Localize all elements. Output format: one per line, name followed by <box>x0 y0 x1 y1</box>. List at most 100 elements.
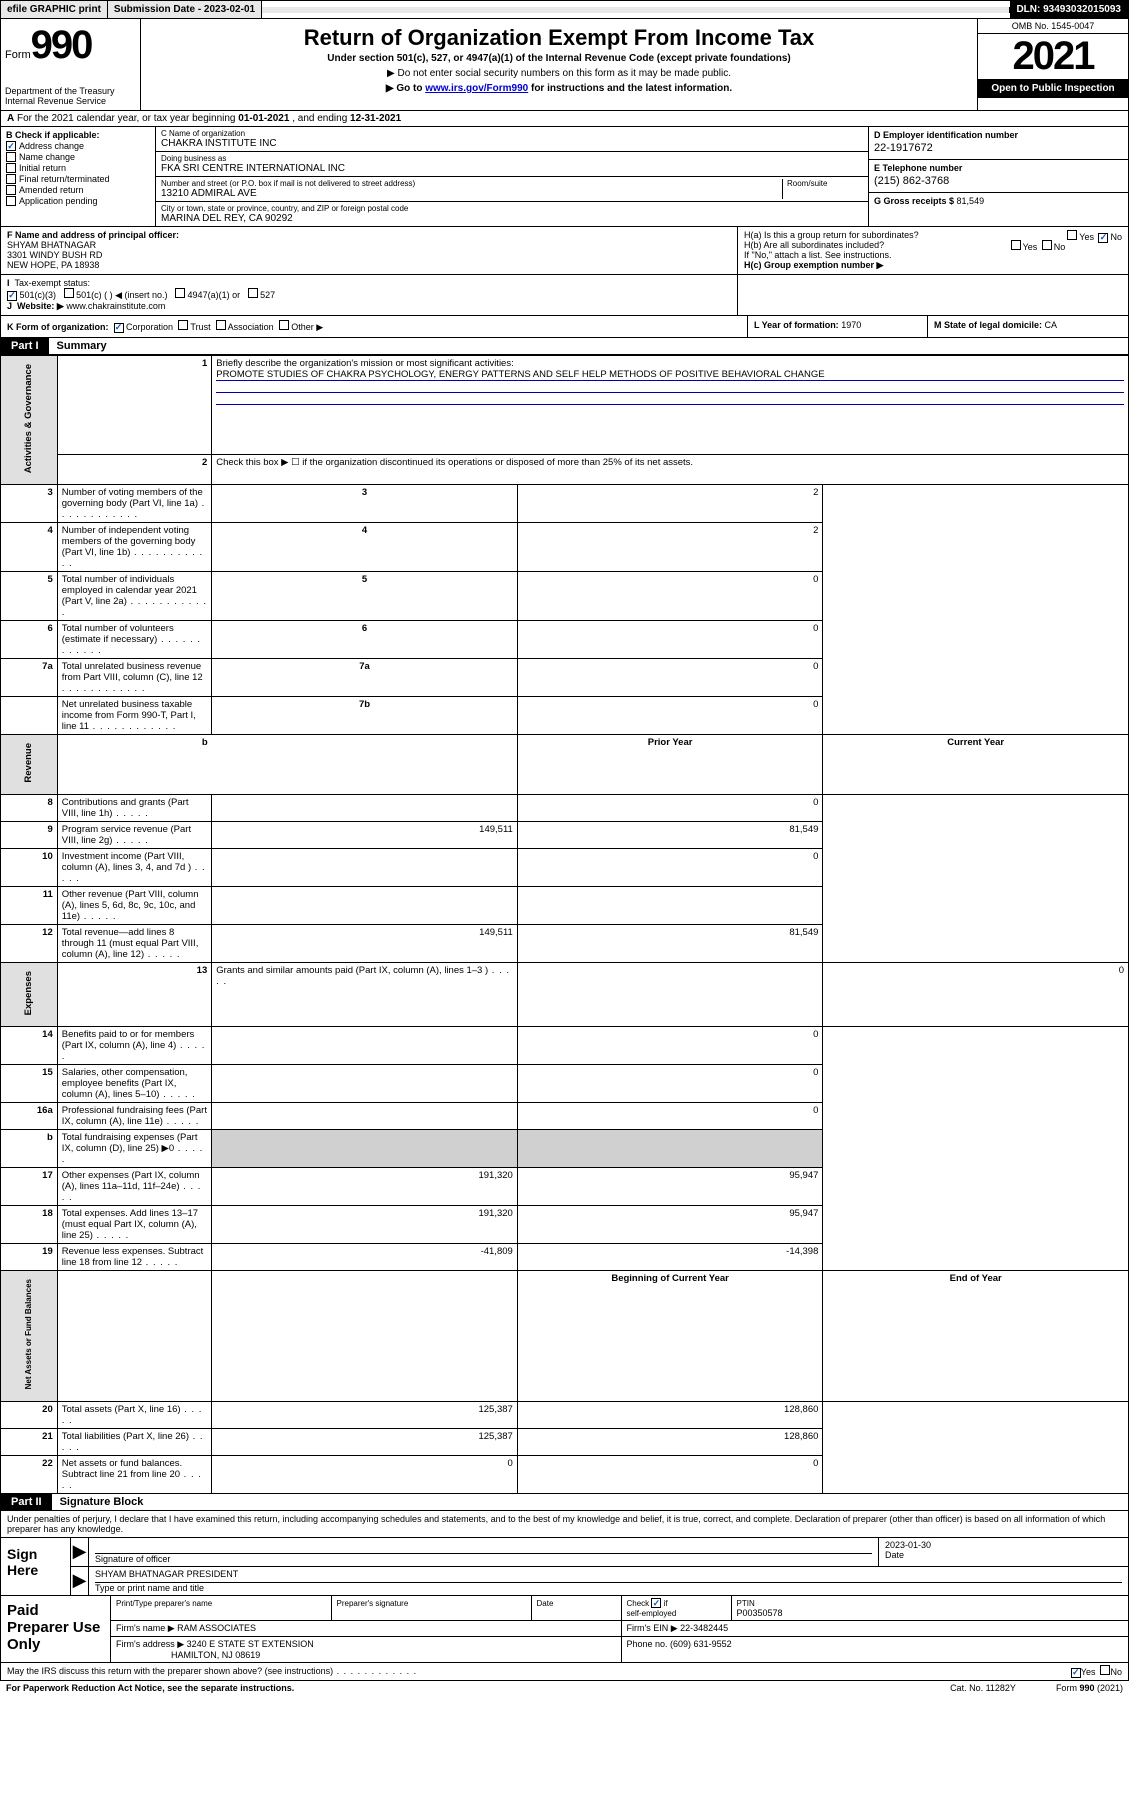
ha-no[interactable] <box>1098 233 1108 243</box>
colb-check-3[interactable] <box>6 174 16 184</box>
form-header: Form 990 Department of the Treasury Inte… <box>0 19 1129 111</box>
city-value: MARINA DEL REY, CA 90292 <box>161 213 863 224</box>
line-13-num: 13 <box>57 962 211 1026</box>
sig-arrow-2: ▶ <box>71 1567 89 1595</box>
side-revenue: Revenue <box>23 737 34 789</box>
discuss-yes[interactable] <box>1071 1668 1081 1678</box>
line-7b-val: 0 <box>517 697 823 735</box>
line-16a-curr: 0 <box>517 1103 823 1130</box>
line-14-curr: 0 <box>517 1027 823 1065</box>
hb-yes[interactable] <box>1011 240 1021 250</box>
line-7a-val: 0 <box>517 659 823 697</box>
phone-value: (215) 862-3768 <box>874 173 1123 189</box>
k-other[interactable] <box>279 320 289 330</box>
line-21-desc: Total liabilities (Part X, line 26) <box>57 1428 211 1455</box>
part-1-header: Part I Summary <box>0 338 1129 355</box>
k-corp[interactable] <box>114 323 124 333</box>
hc-label: H(c) Group exemption number ▶ <box>744 260 883 270</box>
section-bcd: B Check if applicable: Address changeNam… <box>0 127 1129 226</box>
row-k: K Form of organization: Corporation Trus… <box>1 316 748 337</box>
colb-check-1[interactable] <box>6 152 16 162</box>
hb-no[interactable] <box>1042 240 1052 250</box>
line-3-num: 3 <box>1 485 58 523</box>
org-name-label: C Name of organization <box>161 129 863 138</box>
colb-check-5[interactable] <box>6 196 16 206</box>
colb-check-4[interactable] <box>6 185 16 195</box>
line-4-key: 4 <box>212 523 518 572</box>
part-1-title: Summary <box>49 338 115 354</box>
header-right: OMB No. 1545-0047 2021 Open to Public In… <box>978 19 1128 110</box>
colb-item-0[interactable]: Address change <box>6 141 150 151</box>
line-9-prior: 149,511 <box>212 821 518 848</box>
line-16a-num: 16a <box>1 1103 58 1130</box>
row-i: I Tax-exempt status: 501(c)(3) 501(c) ( … <box>1 275 738 315</box>
line-4-num: 4 <box>1 523 58 572</box>
colb-item-1[interactable]: Name change <box>6 152 150 162</box>
header-mid: Return of Organization Exempt From Incom… <box>141 19 978 110</box>
row-ij-right <box>738 275 1128 315</box>
sign-here-label: Sign Here <box>1 1538 71 1595</box>
k-trust[interactable] <box>178 320 188 330</box>
line-11-curr <box>517 886 823 924</box>
spacer-desc <box>212 735 518 795</box>
line-13-desc: Grants and similar amounts paid (Part IX… <box>212 962 518 1026</box>
line-22-begin: 0 <box>212 1455 518 1493</box>
ha-yes[interactable] <box>1067 230 1077 240</box>
org-name: CHAKRA INSTITUTE INC <box>161 138 863 149</box>
ptin-lbl: PTIN <box>737 1599 755 1608</box>
instructions-link[interactable]: www.irs.gov/Form990 <box>425 83 528 94</box>
line-20-begin: 125,387 <box>212 1401 518 1428</box>
line-11-prior <box>212 886 518 924</box>
colb-item-3[interactable]: Final return/terminated <box>6 174 150 184</box>
sig-date-field: 2023-01-30 Date <box>878 1538 1128 1566</box>
colb-label-1: Name change <box>19 152 75 162</box>
line-2-num: 2 <box>57 454 211 484</box>
net-spacer-desc <box>212 1271 518 1401</box>
self-emp-check[interactable] <box>651 1598 661 1608</box>
colb-item-5[interactable]: Application pending <box>6 196 150 206</box>
sig-officer-field[interactable]: Signature of officer <box>89 1538 878 1566</box>
row-f: F Name and address of principal officer:… <box>1 227 738 274</box>
line-13-curr: 0 <box>823 962 1129 1026</box>
colb-check-2[interactable] <box>6 163 16 173</box>
colb-label-3: Final return/terminated <box>19 174 110 184</box>
blank <box>212 1130 518 1168</box>
firm-ein-cell: Firm's EIN ▶ 22-3482445 <box>621 1621 1128 1637</box>
row-a-period: A For the 2021 calendar year, or tax yea… <box>0 111 1129 127</box>
line-17-prior: 191,320 <box>212 1168 518 1206</box>
spacer-b: b <box>57 735 211 795</box>
prep-date-lbl: Date <box>537 1599 554 1608</box>
row-fh: F Name and address of principal officer:… <box>0 226 1129 274</box>
line-9-curr: 81,549 <box>517 821 823 848</box>
row-ij: I Tax-exempt status: 501(c)(3) 501(c) ( … <box>0 274 1129 315</box>
line-20-num: 20 <box>1 1401 58 1428</box>
discuss-no[interactable] <box>1100 1665 1110 1675</box>
k-assoc[interactable] <box>216 320 226 330</box>
line-22-desc: Net assets or fund balances. Subtract li… <box>57 1455 211 1493</box>
part-2-header: Part II Signature Block <box>0 1494 1129 1511</box>
i-501c3[interactable] <box>7 291 17 301</box>
line-3-desc: Number of voting members of the governin… <box>57 485 211 523</box>
colb-label-0: Address change <box>19 141 84 151</box>
i-4947[interactable] <box>175 288 185 298</box>
dba-label: Doing business as <box>161 154 863 163</box>
efile-button[interactable]: efile GRAPHIC print <box>1 1 108 18</box>
paid-preparer-label: Paid Preparer Use Only <box>1 1596 111 1663</box>
line-17-num: 17 <box>1 1168 58 1206</box>
line-19-num: 19 <box>1 1244 58 1271</box>
line-7a-desc: Total unrelated business revenue from Pa… <box>57 659 211 697</box>
line-1: Briefly describe the organization's miss… <box>212 356 1129 455</box>
i-527[interactable] <box>248 288 258 298</box>
topbar: efile GRAPHIC print Submission Date - 20… <box>0 0 1129 19</box>
col-end-header: End of Year <box>823 1271 1129 1401</box>
line-10-prior <box>212 848 518 886</box>
line-18-curr: 95,947 <box>517 1206 823 1244</box>
i-501c[interactable] <box>64 288 74 298</box>
line-16a-desc: Professional fundraising fees (Part IX, … <box>57 1103 211 1130</box>
form-note-1: ▶ Do not enter social security numbers o… <box>149 68 969 79</box>
line-5-desc: Total number of individuals employed in … <box>57 572 211 621</box>
officer-addr2: NEW HOPE, PA 18938 <box>7 260 99 270</box>
colb-item-4[interactable]: Amended return <box>6 185 150 195</box>
colb-item-2[interactable]: Initial return <box>6 163 150 173</box>
colb-check-0[interactable] <box>6 141 16 151</box>
